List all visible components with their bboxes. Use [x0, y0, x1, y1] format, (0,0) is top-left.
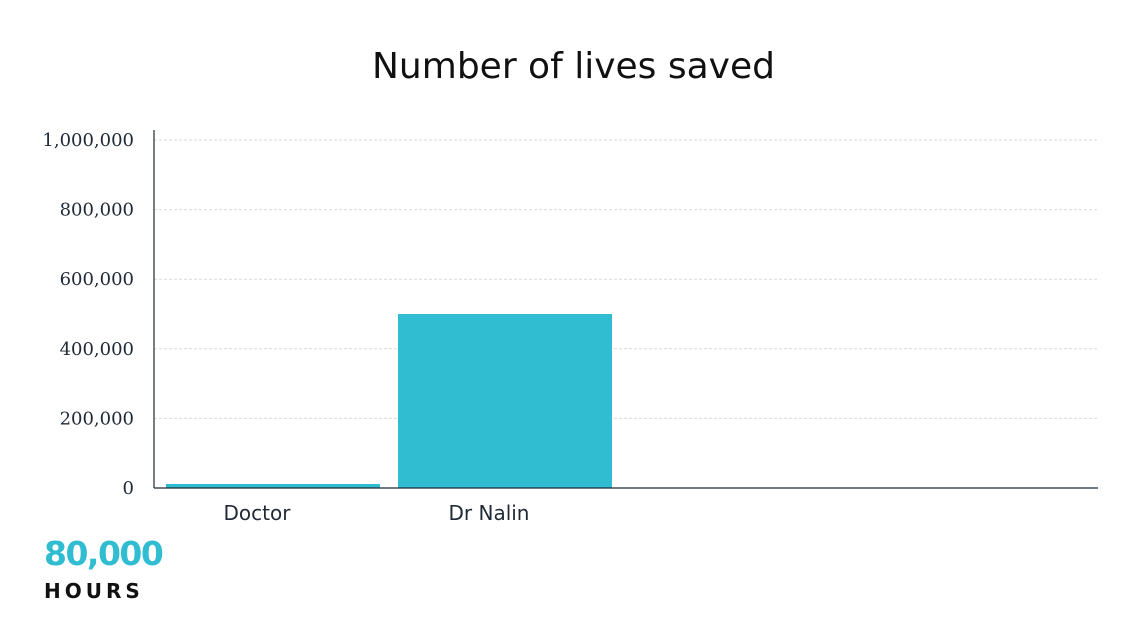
y-tick-label: 1,000,000 — [42, 130, 134, 151]
bar-doctor — [166, 484, 380, 488]
axes — [153, 130, 1098, 489]
y-tick-label: 800,000 — [60, 200, 134, 221]
grid-lines — [154, 139, 1098, 419]
y-tick-label: 0 — [123, 478, 134, 499]
logo-number: 80,000 — [44, 534, 164, 573]
y-tick-label: 400,000 — [60, 339, 134, 360]
80000-hours-logo: 80,000 HOURS — [44, 534, 164, 604]
category-label: Dr Nalin — [449, 501, 530, 525]
y-tick-labels: 0 200,000 400,000 600,000 800,000 1,000,000 — [42, 130, 134, 499]
chart-title: Number of lives saved — [372, 46, 775, 87]
bars — [166, 314, 612, 488]
category-label: Doctor — [224, 501, 292, 525]
category-labels: Doctor Dr Nalin — [224, 501, 530, 525]
y-tick-label: 600,000 — [60, 269, 134, 290]
logo-word: HOURS — [44, 579, 144, 603]
bar-dr-nalin — [398, 314, 612, 488]
y-tick-label: 200,000 — [60, 408, 134, 429]
